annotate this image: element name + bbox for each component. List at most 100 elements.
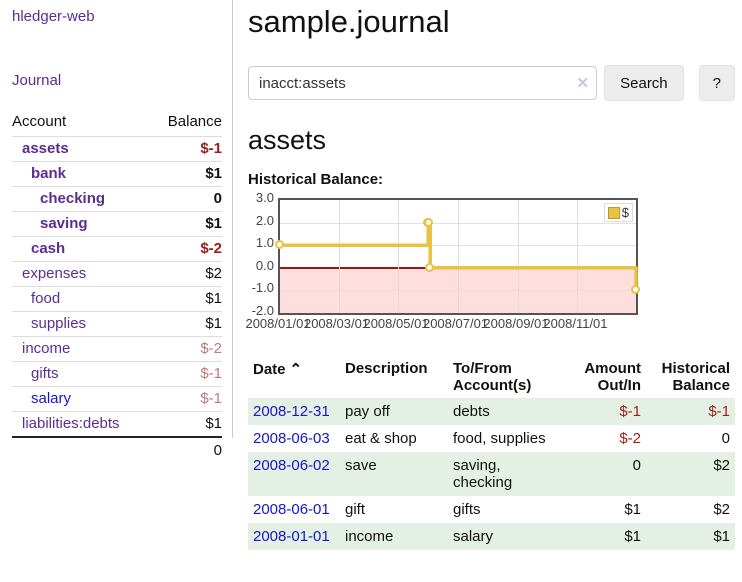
- sidebar-account-link[interactable]: assets: [22, 140, 69, 157]
- sidebar-account-link[interactable]: bank: [31, 165, 67, 182]
- register-tofrom-cell: gifts: [453, 501, 481, 518]
- account-row: cash $-2: [12, 236, 222, 262]
- account-row: bank $1: [12, 161, 222, 187]
- account-balance: $1: [151, 286, 222, 312]
- register-tofrom-cell: salary: [453, 528, 494, 545]
- register-description-cell: pay off: [345, 403, 390, 420]
- sidebar-account-link[interactable]: checking: [40, 190, 106, 207]
- transaction-date-link[interactable]: 2008-06-02: [253, 457, 330, 474]
- register-amount-cell: $1: [624, 528, 641, 545]
- sidebar-item-journal[interactable]: Journal: [12, 72, 62, 89]
- account-row: salary $-1: [12, 386, 222, 412]
- register-balance-cell: $2: [713, 457, 730, 474]
- transaction-date-link[interactable]: 2008-01-01: [253, 528, 330, 545]
- account-row: liabilities:debts $1: [12, 411, 222, 438]
- chart-legend: $: [603, 203, 633, 222]
- gridline: [398, 200, 400, 313]
- sidebar-account-link[interactable]: food: [31, 290, 61, 307]
- search-box: ✕: [248, 66, 598, 100]
- account-balance: $-2: [151, 336, 222, 362]
- sidebar-account-link[interactable]: saving: [40, 215, 88, 232]
- account-balance: $-1: [151, 386, 222, 412]
- transaction-date-link[interactable]: 2008-06-03: [253, 430, 330, 447]
- register-row: 2008-06-03 eat & shop food, supplies $-2 0: [248, 425, 735, 452]
- account-balance: $-2: [151, 236, 222, 262]
- account-balance: $1: [151, 211, 222, 237]
- search-input[interactable]: [248, 66, 598, 100]
- x-tick-label: 2008/07/01: [422, 316, 489, 331]
- sidebar-account-link[interactable]: gifts: [31, 365, 59, 382]
- register-date-cell: 2008-01-01: [248, 523, 340, 550]
- data-point-marker: [275, 240, 284, 250]
- search-button[interactable]: Search: [604, 65, 684, 101]
- app-brand-link[interactable]: hledger-web: [12, 8, 95, 25]
- register-tofrom-cell: saving, checking: [453, 457, 513, 491]
- sidebar-account-link[interactable]: supplies: [31, 315, 87, 332]
- sidebar: hledger-web Journal Account Balance asse…: [0, 0, 233, 459]
- account-balance: 0: [151, 186, 222, 212]
- register-header-amount: Amount Out/In: [584, 360, 641, 394]
- account-row: assets $-1: [12, 136, 222, 162]
- clear-search-icon[interactable]: ✕: [576, 75, 590, 92]
- y-tick-label: 0.0: [255, 257, 274, 273]
- y-tick-label: 3.0: [255, 190, 274, 205]
- accounts-table-body: assets $-1 bank $1 checking 0 saving $1 cash $-2 e…: [12, 136, 222, 438]
- account-row: checking 0: [12, 186, 222, 212]
- register-header-date[interactable]: Date ⌃: [253, 361, 303, 378]
- account-row: income $-2: [12, 336, 222, 362]
- transaction-date-link[interactable]: 2008-06-01: [253, 501, 330, 518]
- register-table: Date ⌃ Description To/From Account(s) Amo…: [248, 356, 735, 550]
- account-balance: $-1: [151, 361, 222, 387]
- register-description-cell: income: [345, 528, 394, 545]
- register-amount-cell: $-2: [619, 430, 641, 447]
- account-row: gifts $-1: [12, 361, 222, 387]
- register-row: 2008-12-31 pay off debts $-1 $-1: [248, 398, 735, 425]
- data-point-marker: [425, 262, 435, 272]
- chart-line-svg: [280, 220, 638, 291]
- chart-x-axis: 2008/01/01 2008/03/01 2008/05/01 2008/07/01…: [245, 316, 634, 332]
- historical-balance-chart: 3.0 2.0 1.0 0.0 -1.0 -2.0 $ 2008/01/01 2008/03…: [245, 190, 735, 334]
- register-description-cell: eat & shop: [345, 430, 417, 447]
- transaction-date-link[interactable]: 2008-12-31: [253, 403, 330, 420]
- gridline: [457, 200, 459, 313]
- chart-y-axis: 3.0 2.0 1.0 0.0 -1.0 -2.0: [248, 190, 274, 318]
- sidebar-account-link[interactable]: expenses: [22, 265, 87, 282]
- sidebar-account-link[interactable]: cash: [31, 240, 66, 257]
- register-description-cell: gift: [345, 501, 366, 518]
- x-tick-label: 2008/05/01: [363, 316, 429, 331]
- register-tofrom-cell: food, supplies: [453, 430, 546, 447]
- search-form: ✕ Search ?: [248, 65, 735, 101]
- register-row: 2008-06-02 save saving, checking 0 $2: [248, 452, 735, 496]
- balance-line: [280, 220, 638, 291]
- help-button[interactable]: ?: [698, 65, 735, 101]
- account-heading: assets: [248, 125, 327, 155]
- sort-ascending-icon: ⌃: [289, 361, 303, 378]
- register-amount-cell: 0: [632, 457, 641, 474]
- register-balance-cell: $1: [713, 528, 730, 545]
- register-header-description: Description: [345, 360, 428, 377]
- account-balance: $-1: [151, 136, 222, 162]
- x-tick-label: 2008/01/01: [245, 316, 311, 331]
- account-row: expenses $2: [12, 261, 222, 287]
- register-date-cell: 2008-06-02: [248, 452, 340, 496]
- data-point-marker: [631, 285, 640, 295]
- sidebar-account-link[interactable]: salary: [31, 390, 72, 407]
- x-tick-label: 2008/09/01: [483, 316, 549, 331]
- account-row: food $1: [12, 286, 222, 312]
- sidebar-account-link[interactable]: liabilities:debts: [22, 415, 120, 432]
- register-header-tofrom: To/From Account(s): [453, 360, 532, 394]
- chart-plot: $: [275, 198, 640, 315]
- register-date-cell: 2008-06-01: [248, 496, 340, 523]
- legend-label: $: [621, 205, 629, 220]
- x-tick-label: 2008/11/01: [543, 316, 608, 331]
- data-point-marker: [424, 217, 434, 227]
- account-balance: $1: [151, 411, 222, 438]
- y-tick-label: 2.0: [255, 212, 274, 228]
- main-content: sample.journal ✕ Search ? assets Histori…: [245, 0, 735, 550]
- account-row: saving $1: [12, 211, 222, 237]
- page-title: sample.journal: [248, 4, 450, 39]
- register-amount-cell: $-1: [619, 403, 641, 420]
- register-header-balance: Historical Balance: [661, 360, 730, 394]
- gridline: [517, 200, 519, 313]
- sidebar-account-link[interactable]: income: [22, 340, 71, 357]
